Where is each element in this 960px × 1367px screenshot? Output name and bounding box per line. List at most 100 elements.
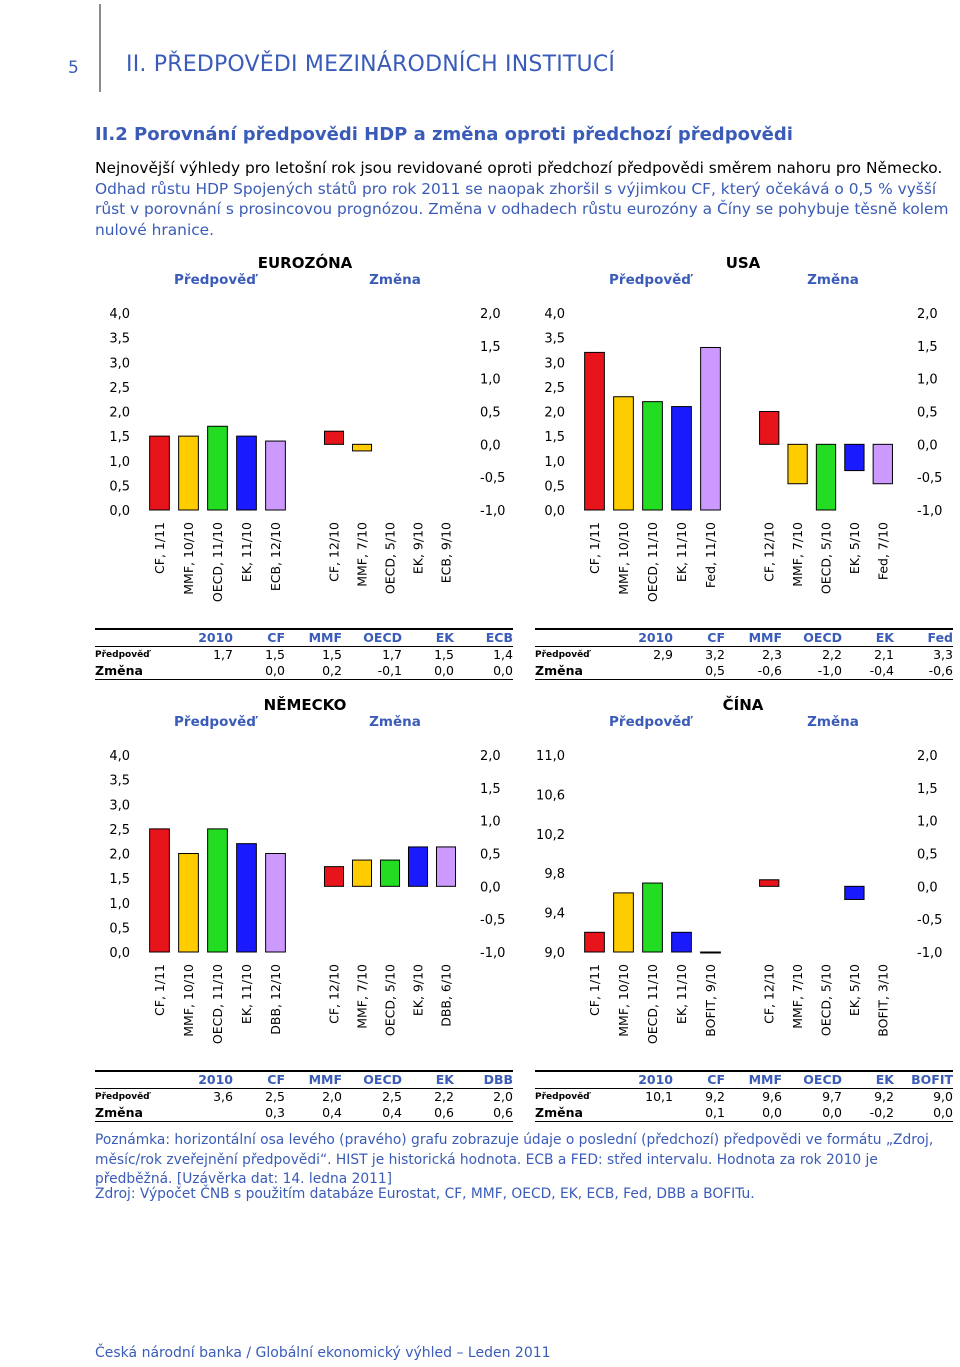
left-y-tick: 1,5 (544, 430, 565, 445)
forecast-bar (178, 853, 199, 953)
forecast-bar (207, 425, 228, 511)
table-header-cell: EK (402, 628, 454, 647)
table-change-cell: -1,0 (782, 663, 842, 680)
left-y-tick: 3,5 (544, 332, 565, 347)
table-forecast-cell: 2,2 (782, 646, 842, 663)
table-row-label-forecast: Předpověď (95, 1088, 175, 1105)
table-row-label-forecast: Předpověď (535, 1088, 615, 1105)
right-y-tick: 0,5 (480, 848, 501, 863)
table-header-cell: OECD (342, 1070, 402, 1089)
right-y-tick: 1,5 (480, 782, 501, 797)
forecast-category-label: EK, 11/10 (239, 522, 254, 582)
intro-sentence-3: Změna v odhadech růstu eurozóny a Číny s… (95, 200, 949, 239)
left-subtitle: Předpověď (609, 714, 693, 730)
table-change-cell: 0,0 (782, 1105, 842, 1122)
chart-title: NĚMECKO (264, 695, 347, 714)
table-change-cell: 0,4 (342, 1105, 402, 1122)
left-y-tick: 1,0 (109, 455, 130, 470)
left-y-tick: 9,0 (544, 946, 565, 961)
table-row-label-forecast: Předpověď (95, 646, 175, 663)
table-header-cell: OECD (342, 628, 402, 647)
table-header-cell: MMF (285, 1070, 342, 1089)
left-y-tick: 10,2 (536, 828, 565, 843)
change-bar (407, 846, 429, 887)
table-change-cell: 0,3 (233, 1105, 285, 1122)
left-y-tick: 2,0 (109, 848, 130, 863)
table-change-cell: -0,4 (842, 663, 894, 680)
table-empty-cell (615, 1105, 673, 1122)
change-category-label: BOFIT, 3/10 (875, 964, 890, 1037)
forecast-category-label: ECB, 12/10 (268, 522, 283, 591)
forecast-bar (642, 401, 663, 511)
table-corner (95, 628, 175, 647)
table-forecast-cell: 1,7 (342, 646, 402, 663)
table-header-cell: DBB (454, 1070, 513, 1089)
table-header-cell: OECD (782, 1070, 842, 1089)
change-bar (759, 411, 780, 445)
right-y-tick: 0,5 (480, 406, 501, 421)
left-subtitle: Předpověď (609, 272, 693, 288)
table-forecast-cell: 2,1 (842, 646, 894, 663)
table-header-cell: 2010 (175, 1070, 233, 1089)
source-note: Zdroj: Výpočet ČNB s použitím databáze E… (95, 1186, 755, 1202)
table-forecast-cell: 2,2 (402, 1088, 454, 1105)
forecast-category-label: OECD, 11/10 (645, 522, 660, 602)
forecast-bar (613, 396, 634, 511)
right-y-tick: 1,5 (917, 782, 938, 797)
table-header-cell: MMF (725, 628, 782, 647)
table-row-label-change: Změna (95, 1105, 175, 1122)
left-y-tick: 1,0 (109, 897, 130, 912)
table-header-cell: EK (842, 628, 894, 647)
intro-paragraph: Nejnovější výhledy pro letošní rok jsou … (95, 158, 957, 240)
right-y-tick: -0,5 (917, 471, 942, 486)
change-category-label: EK, 5/10 (847, 964, 862, 1016)
table-change-cell: 0,6 (402, 1105, 454, 1122)
forecast-category-label: OECD, 11/10 (210, 964, 225, 1044)
left-y-tick: 0,0 (109, 504, 130, 519)
table-row-label-change: Změna (535, 663, 615, 680)
right-y-tick: -0,5 (480, 471, 505, 486)
table-row-label-change: Změna (95, 663, 175, 680)
left-y-tick: 0,0 (109, 946, 130, 961)
right-y-tick: 0,0 (917, 438, 938, 453)
change-category-label: OECD, 5/10 (383, 522, 398, 594)
table-empty-cell (175, 663, 233, 680)
forecast-bar (149, 828, 170, 953)
change-category-label: OECD, 5/10 (383, 964, 398, 1036)
table-header-cell: 2010 (175, 628, 233, 647)
right-y-tick: 1,0 (917, 373, 938, 388)
summary-table: 2010 CF MMF OECD EK Fed Předpověď 2,9 3,2 2,3 2,2 2… (535, 628, 953, 680)
right-y-tick: 2,0 (480, 749, 501, 764)
chart-title: USA (726, 254, 761, 272)
left-y-tick: 0,5 (109, 479, 130, 494)
chart-svg: USA Předpověď Změna 0,0 0,5 1,0 1,5 2,0 2,5 3,0 3,… (544, 254, 942, 602)
forecast-category-label: BOFIT, 9/10 (703, 964, 718, 1037)
forecast-bar (584, 931, 605, 953)
table-change-cell: 0,5 (673, 663, 725, 680)
intro-sentence-1: Nejnovější výhledy pro letošní rok jsou … (95, 159, 943, 177)
table-row-label-change: Změna (535, 1105, 615, 1122)
left-subtitle: Předpověď (174, 272, 258, 288)
right-y-tick: 1,0 (480, 815, 501, 830)
change-category-label: MMF, 7/10 (355, 522, 370, 587)
table-change-cell: 0,6 (454, 1105, 513, 1122)
table-forecast-cell: 1,7 (175, 646, 233, 663)
right-y-tick: 1,0 (917, 815, 938, 830)
table-change-cell: -0,2 (842, 1105, 894, 1122)
table-forecast-cell: 2,3 (725, 646, 782, 663)
left-y-tick: 0,0 (544, 504, 565, 519)
table-empty-cell (175, 1105, 233, 1122)
forecast-category-label: MMF, 10/10 (181, 964, 196, 1037)
left-y-tick: 3,0 (109, 356, 130, 371)
table-change-cell: 0,0 (233, 663, 285, 680)
table-change-cell: 0,0 (894, 1105, 953, 1122)
table-forecast-cell: 1,5 (402, 646, 454, 663)
forecast-category-label: MMF, 10/10 (616, 964, 631, 1037)
chart-svg: ČÍNA Předpověď Změna 9,0 9,4 9,8 10,2 10,6 11,0 -… (536, 695, 942, 1044)
table-forecast-cell: 1,5 (233, 646, 285, 663)
table-change-cell: 0,4 (285, 1105, 342, 1122)
left-y-tick: 11,0 (536, 749, 565, 764)
table-header-cell: OECD (782, 628, 842, 647)
table-corner (535, 628, 615, 647)
change-bar (787, 443, 808, 485)
